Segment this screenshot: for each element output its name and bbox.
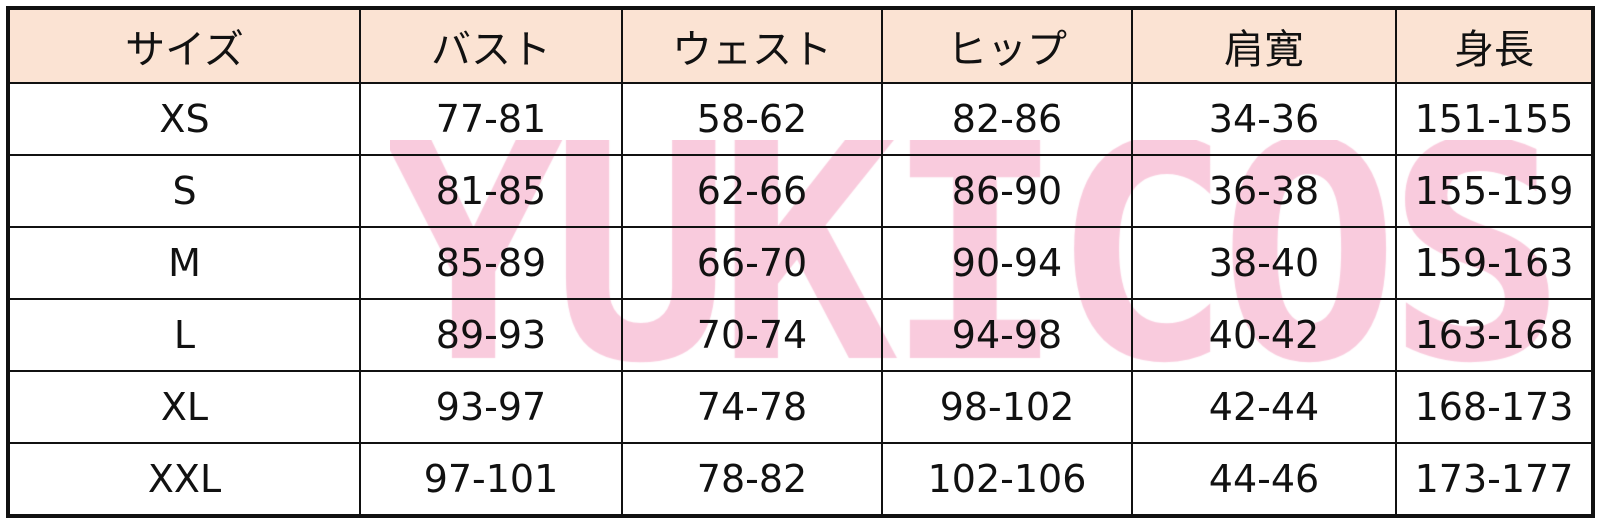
cell-bust: 97-101 — [359, 442, 623, 517]
cell-bust: 81-85 — [359, 154, 623, 228]
cell-waist: 66-70 — [621, 226, 883, 300]
cell-waist: 58-62 — [621, 82, 883, 156]
cell-bust: 77-81 — [359, 82, 623, 156]
cell-height: 173-177 — [1395, 442, 1594, 517]
header-shoulder: 肩寛 — [1131, 7, 1397, 84]
cell-hip: 82-86 — [881, 82, 1133, 156]
header-height: 身長 — [1395, 7, 1594, 84]
cell-waist: 78-82 — [621, 442, 883, 517]
table-row: M 85-89 66-70 90-94 38-40 159-163 — [7, 226, 1594, 300]
cell-height: 168-173 — [1395, 370, 1594, 444]
cell-size: S — [7, 154, 361, 228]
table-row: XXL 97-101 78-82 102-106 44-46 173-177 — [7, 442, 1594, 517]
header-row: サイズ バスト ウェスト ヒップ 肩寛 身長 — [7, 7, 1594, 84]
cell-height: 151-155 — [1395, 82, 1594, 156]
cell-bust: 85-89 — [359, 226, 623, 300]
cell-size: XL — [7, 370, 361, 444]
cell-hip: 86-90 — [881, 154, 1133, 228]
cell-size: L — [7, 298, 361, 372]
cell-hip: 98-102 — [881, 370, 1133, 444]
cell-hip: 90-94 — [881, 226, 1133, 300]
cell-shoulder: 38-40 — [1131, 226, 1397, 300]
header-hip: ヒップ — [881, 7, 1133, 84]
cell-height: 163-168 — [1395, 298, 1594, 372]
table-row: XL 93-97 74-78 98-102 42-44 168-173 — [7, 370, 1594, 444]
cell-size: XS — [7, 82, 361, 156]
cell-bust: 89-93 — [359, 298, 623, 372]
table-row: L 89-93 70-74 94-98 40-42 163-168 — [7, 298, 1594, 372]
header-size: サイズ — [7, 7, 361, 84]
cell-bust: 93-97 — [359, 370, 623, 444]
cell-shoulder: 34-36 — [1131, 82, 1397, 156]
cell-height: 155-159 — [1395, 154, 1594, 228]
cell-waist: 70-74 — [621, 298, 883, 372]
cell-hip: 102-106 — [881, 442, 1133, 517]
cell-shoulder: 44-46 — [1131, 442, 1397, 517]
header-bust: バスト — [359, 7, 623, 84]
cell-shoulder: 40-42 — [1131, 298, 1397, 372]
cell-size: M — [7, 226, 361, 300]
cell-shoulder: 36-38 — [1131, 154, 1397, 228]
cell-size: XXL — [7, 442, 361, 517]
table-row: S 81-85 62-66 86-90 36-38 155-159 — [7, 154, 1594, 228]
table-row: XS 77-81 58-62 82-86 34-36 151-155 — [7, 82, 1594, 156]
size-chart-table: サイズ バスト ウェスト ヒップ 肩寛 身長 XS 77-81 58-62 82-86 34-36… — [6, 6, 1595, 518]
cell-shoulder: 42-44 — [1131, 370, 1397, 444]
cell-waist: 62-66 — [621, 154, 883, 228]
cell-height: 159-163 — [1395, 226, 1594, 300]
cell-hip: 94-98 — [881, 298, 1133, 372]
header-waist: ウェスト — [621, 7, 883, 84]
cell-waist: 74-78 — [621, 370, 883, 444]
